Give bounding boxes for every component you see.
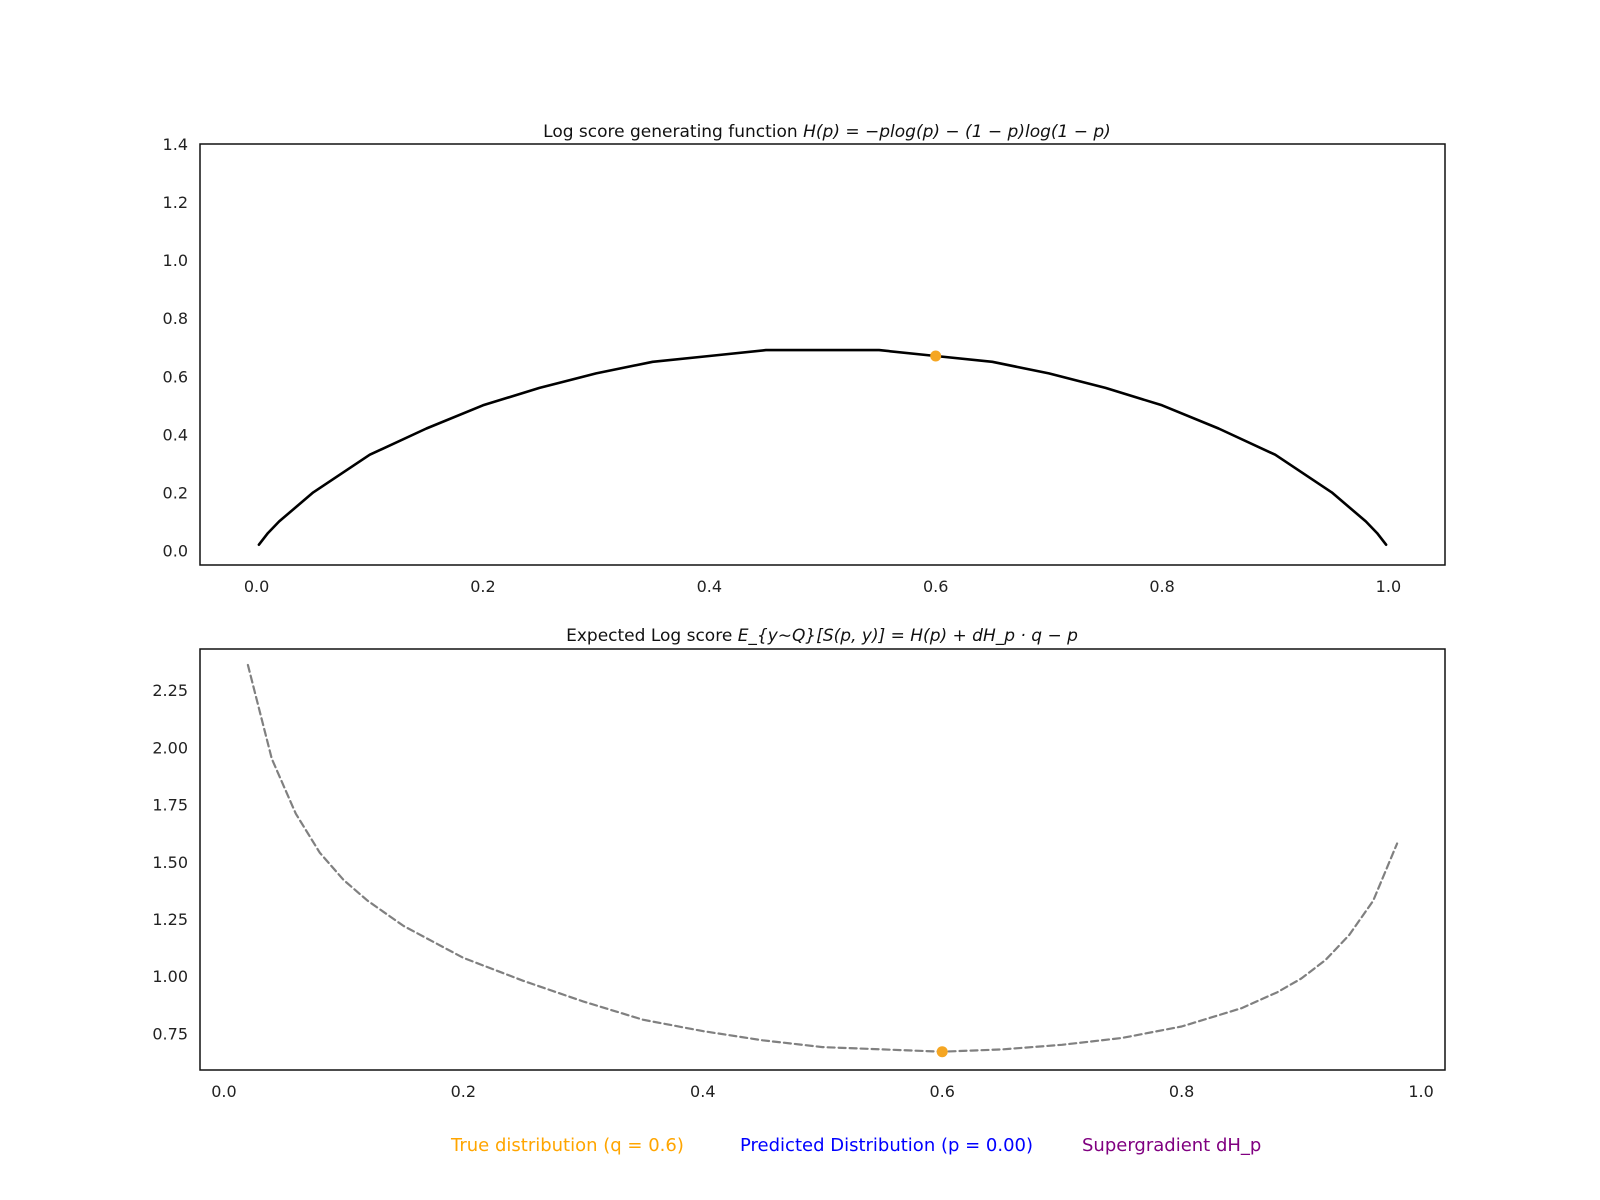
bottom-y-tick-label: 2.25 bbox=[152, 681, 188, 700]
top-x-tick-label: 0.4 bbox=[697, 577, 722, 596]
bottom-x-tick-label: 0.2 bbox=[451, 1082, 476, 1101]
bottom-y-tick-label: 1.75 bbox=[152, 796, 188, 815]
bottom-y-tick-label: 2.00 bbox=[152, 738, 188, 757]
bottom-y-tick-label: 1.25 bbox=[152, 910, 188, 929]
top-subplot: Log score generating function H(p) = −pl… bbox=[163, 122, 1446, 596]
bottom-plot-marks bbox=[246, 663, 1399, 1058]
legend-supergradient: Supergradient dH_p bbox=[1082, 1135, 1261, 1156]
bottom-x-tick-label: 0.8 bbox=[1169, 1082, 1194, 1101]
bottom-x-tick-label: 0.6 bbox=[929, 1082, 954, 1101]
top-y-tick-label: 0.8 bbox=[163, 309, 188, 328]
bottom-x-tick-label: 0.0 bbox=[211, 1082, 236, 1101]
top-x-tick-labels: 0.0 0.2 0.4 0.6 0.8 1.0 bbox=[244, 577, 1401, 596]
top-series-line-0 bbox=[257, 348, 1388, 546]
top-y-tick-labels: 0.0 0.2 0.4 0.6 0.8 1.0 1.2 1.4 bbox=[163, 135, 188, 560]
top-x-tick-label: 1.0 bbox=[1376, 577, 1401, 596]
top-y-tick-label: 0.2 bbox=[163, 483, 188, 502]
top-marker-point-0 bbox=[930, 350, 942, 362]
bottom-series-line-0 bbox=[246, 663, 1399, 1053]
bottom-subplot: Expected Log score E_{y∼Q}[S(p, y)] = H(… bbox=[152, 626, 1446, 1101]
bottom-y-tick-label: 1.00 bbox=[152, 967, 188, 986]
top-y-tick-label: 0.4 bbox=[163, 425, 188, 444]
bottom-chart-title: Expected Log score E_{y∼Q}[S(p, y)] = H(… bbox=[566, 626, 1078, 646]
top-plot-frame bbox=[199, 143, 1446, 566]
bottom-x-tick-label: 1.0 bbox=[1408, 1082, 1433, 1101]
bottom-x-tick-labels: 0.0 0.2 0.4 0.6 0.8 1.0 bbox=[211, 1082, 1434, 1101]
top-x-tick-label: 0.6 bbox=[923, 577, 948, 596]
bottom-marker-point-0 bbox=[936, 1046, 948, 1058]
top-y-tick-label: 1.2 bbox=[163, 193, 188, 212]
bottom-x-tick-label: 0.4 bbox=[690, 1082, 715, 1101]
top-y-tick-label: 0.6 bbox=[163, 367, 188, 386]
legend-true-distribution: True distribution (q = 0.6) bbox=[450, 1135, 684, 1156]
bottom-y-tick-label: 0.75 bbox=[152, 1024, 188, 1043]
top-y-tick-label: 0.0 bbox=[163, 541, 188, 560]
top-plot-marks bbox=[257, 348, 1388, 546]
top-y-tick-label: 1.0 bbox=[163, 251, 188, 270]
bottom-y-tick-labels: 0.75 1.00 1.25 1.50 1.75 2.00 2.25 bbox=[152, 681, 188, 1043]
legend: True distribution (q = 0.6) Predicted Di… bbox=[450, 1135, 1261, 1156]
top-x-tick-label: 0.2 bbox=[470, 577, 495, 596]
bottom-plot-frame bbox=[199, 648, 1446, 1071]
top-x-tick-label: 0.0 bbox=[244, 577, 269, 596]
top-chart-title: Log score generating function H(p) = −pl… bbox=[543, 122, 1111, 142]
bottom-y-tick-label: 1.50 bbox=[152, 853, 188, 872]
top-y-tick-label: 1.4 bbox=[163, 135, 188, 154]
top-x-tick-label: 0.8 bbox=[1149, 577, 1174, 596]
legend-predicted-distribution: Predicted Distribution (p = 0.00) bbox=[740, 1135, 1033, 1156]
